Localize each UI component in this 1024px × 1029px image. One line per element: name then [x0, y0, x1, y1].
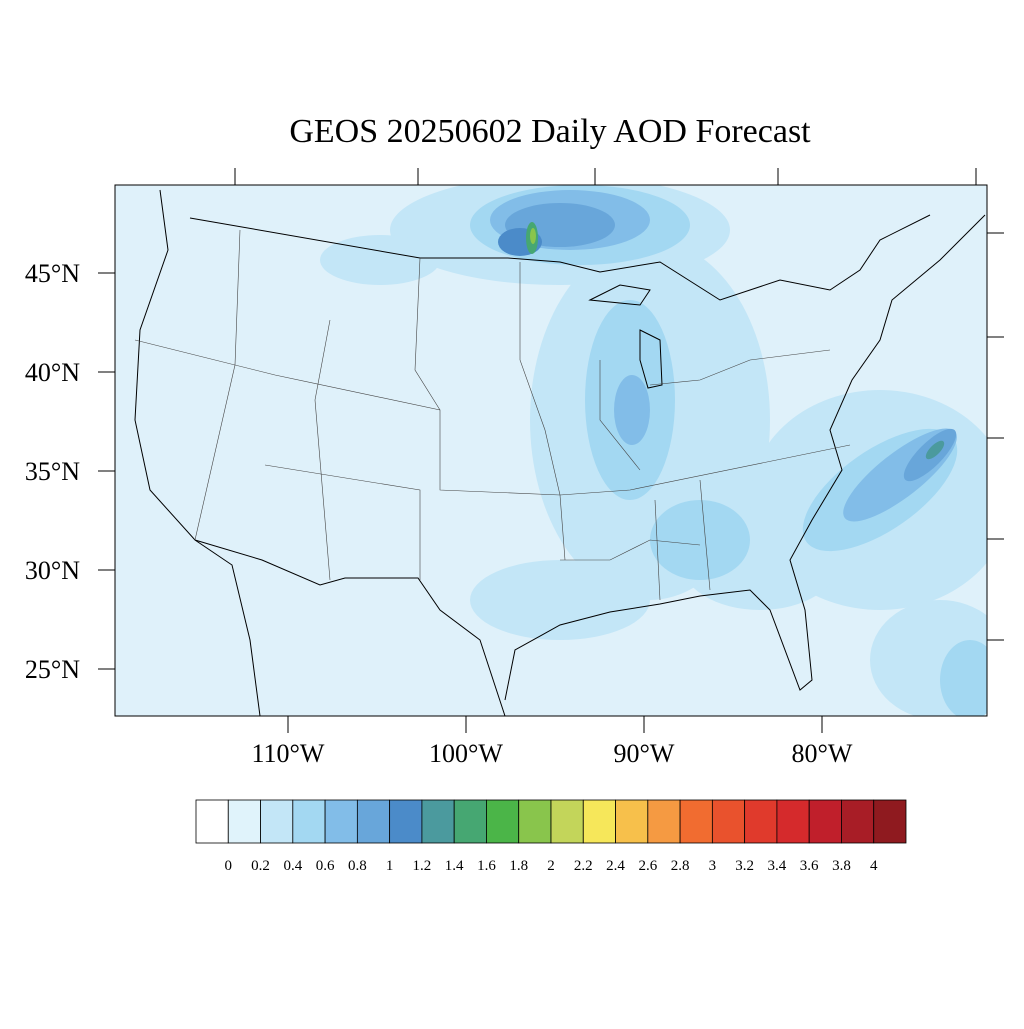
colorbar-box	[518, 799, 552, 844]
title: GEOS 20250602 Daily AOD Forecast	[289, 113, 811, 150]
colorbar-box	[841, 799, 875, 844]
colorbar-box	[292, 799, 326, 844]
colorbar-box	[453, 799, 487, 844]
colorbar-box	[582, 799, 616, 844]
map	[115, 185, 987, 716]
colorbar-label: 1.8	[509, 858, 528, 874]
colorbar-box	[873, 799, 907, 844]
colorbar-box	[260, 799, 294, 844]
lon-label: 90°W	[614, 739, 675, 768]
map-frame	[114, 184, 988, 717]
colorbar-label: 3.8	[832, 858, 851, 874]
colorbar-label: 1.6	[477, 858, 496, 874]
lon-label: 100°W	[429, 739, 503, 768]
colorbar-box	[776, 799, 810, 844]
lat-label: 40°N	[25, 358, 80, 387]
colorbar-box	[195, 799, 229, 844]
colorbar-label: 2.4	[606, 858, 625, 874]
colorbar-label: 1.4	[445, 858, 464, 874]
colorbar-box	[550, 799, 584, 844]
colorbar-box	[647, 799, 681, 844]
colorbar-box	[227, 799, 261, 844]
colorbar-label: 2.2	[574, 858, 593, 874]
lon-label: 110°W	[252, 739, 325, 768]
colorbar-label: 1	[386, 858, 394, 874]
colorbar-label: 0	[225, 858, 233, 874]
colorbar-label: 3.6	[800, 858, 819, 874]
colorbar-label: 0.8	[348, 858, 367, 874]
colorbar-box	[615, 799, 649, 844]
colorbar-box	[324, 799, 358, 844]
colorbar-box	[486, 799, 520, 844]
colorbar-label: 2.8	[671, 858, 690, 874]
colorbar-box	[744, 799, 778, 844]
colorbar-box	[808, 799, 842, 844]
colorbar-label: 2.6	[638, 858, 657, 874]
lat-label: 25°N	[25, 655, 80, 684]
colorbar-box	[421, 799, 455, 844]
lat-label: 30°N	[25, 556, 80, 585]
colorbar-label: 0.4	[283, 858, 302, 874]
colorbar-label: 0.6	[316, 858, 335, 874]
colorbar: 0 0.2 0.4 0.6 0.8 1 1.2 1.4 1.6 1.8 2 2.2 2.4 2.6 2.8 3…	[195, 799, 907, 874]
axis-labels: 45°N 40°N 35°N 30°N 25°N 110°W 100°W 90°W 80°W	[25, 259, 853, 768]
lat-label: 45°N	[25, 259, 80, 288]
colorbar-label: 3.4	[768, 858, 787, 874]
colorbar-box	[679, 799, 713, 844]
colorbar-label: 0.2	[251, 858, 270, 874]
colorbar-box	[356, 799, 391, 844]
lat-label: 35°N	[25, 457, 80, 486]
colorbar-box	[389, 799, 423, 844]
lon-label: 80°W	[792, 739, 853, 768]
frame-ticks	[234, 168, 1004, 641]
colorbar-label: 2	[547, 858, 555, 874]
colorbar-label: 3	[709, 858, 717, 874]
colorbar-label: 1.2	[413, 858, 432, 874]
colorbar-label: 4	[870, 858, 878, 874]
colorbar-label: 3.2	[735, 858, 754, 874]
colorbar-box	[711, 799, 746, 844]
